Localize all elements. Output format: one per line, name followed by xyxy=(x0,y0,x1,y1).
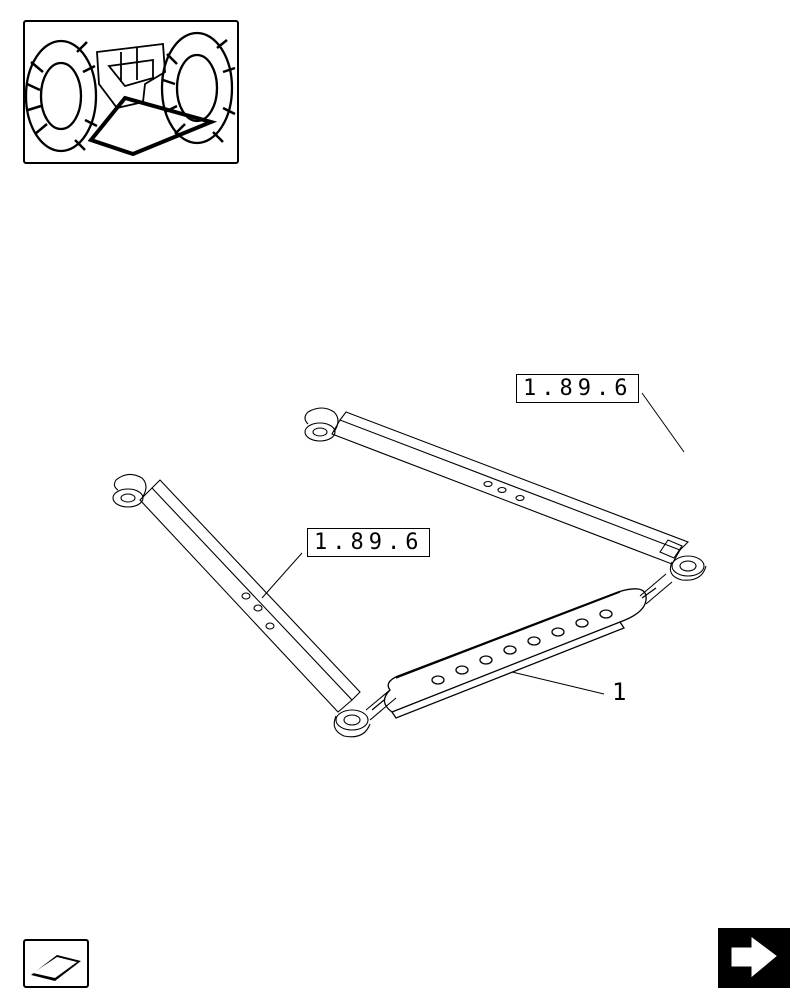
ref-label-top-text: 1.89.6 xyxy=(516,374,639,403)
ref-label-mid: 1.89.6 xyxy=(307,530,430,555)
right-link-arm xyxy=(305,408,706,604)
part-label-1: 1 xyxy=(612,678,626,706)
ref-label-top: 1.89.6 xyxy=(516,376,639,401)
part-label-1-text: 1 xyxy=(612,678,626,706)
ref-label-mid-text: 1.89.6 xyxy=(307,528,430,557)
main-drawing xyxy=(0,0,812,1000)
left-link-arm xyxy=(113,474,396,736)
diagram-stage: 1.89.6 1.89.6 1 xyxy=(0,0,812,1000)
